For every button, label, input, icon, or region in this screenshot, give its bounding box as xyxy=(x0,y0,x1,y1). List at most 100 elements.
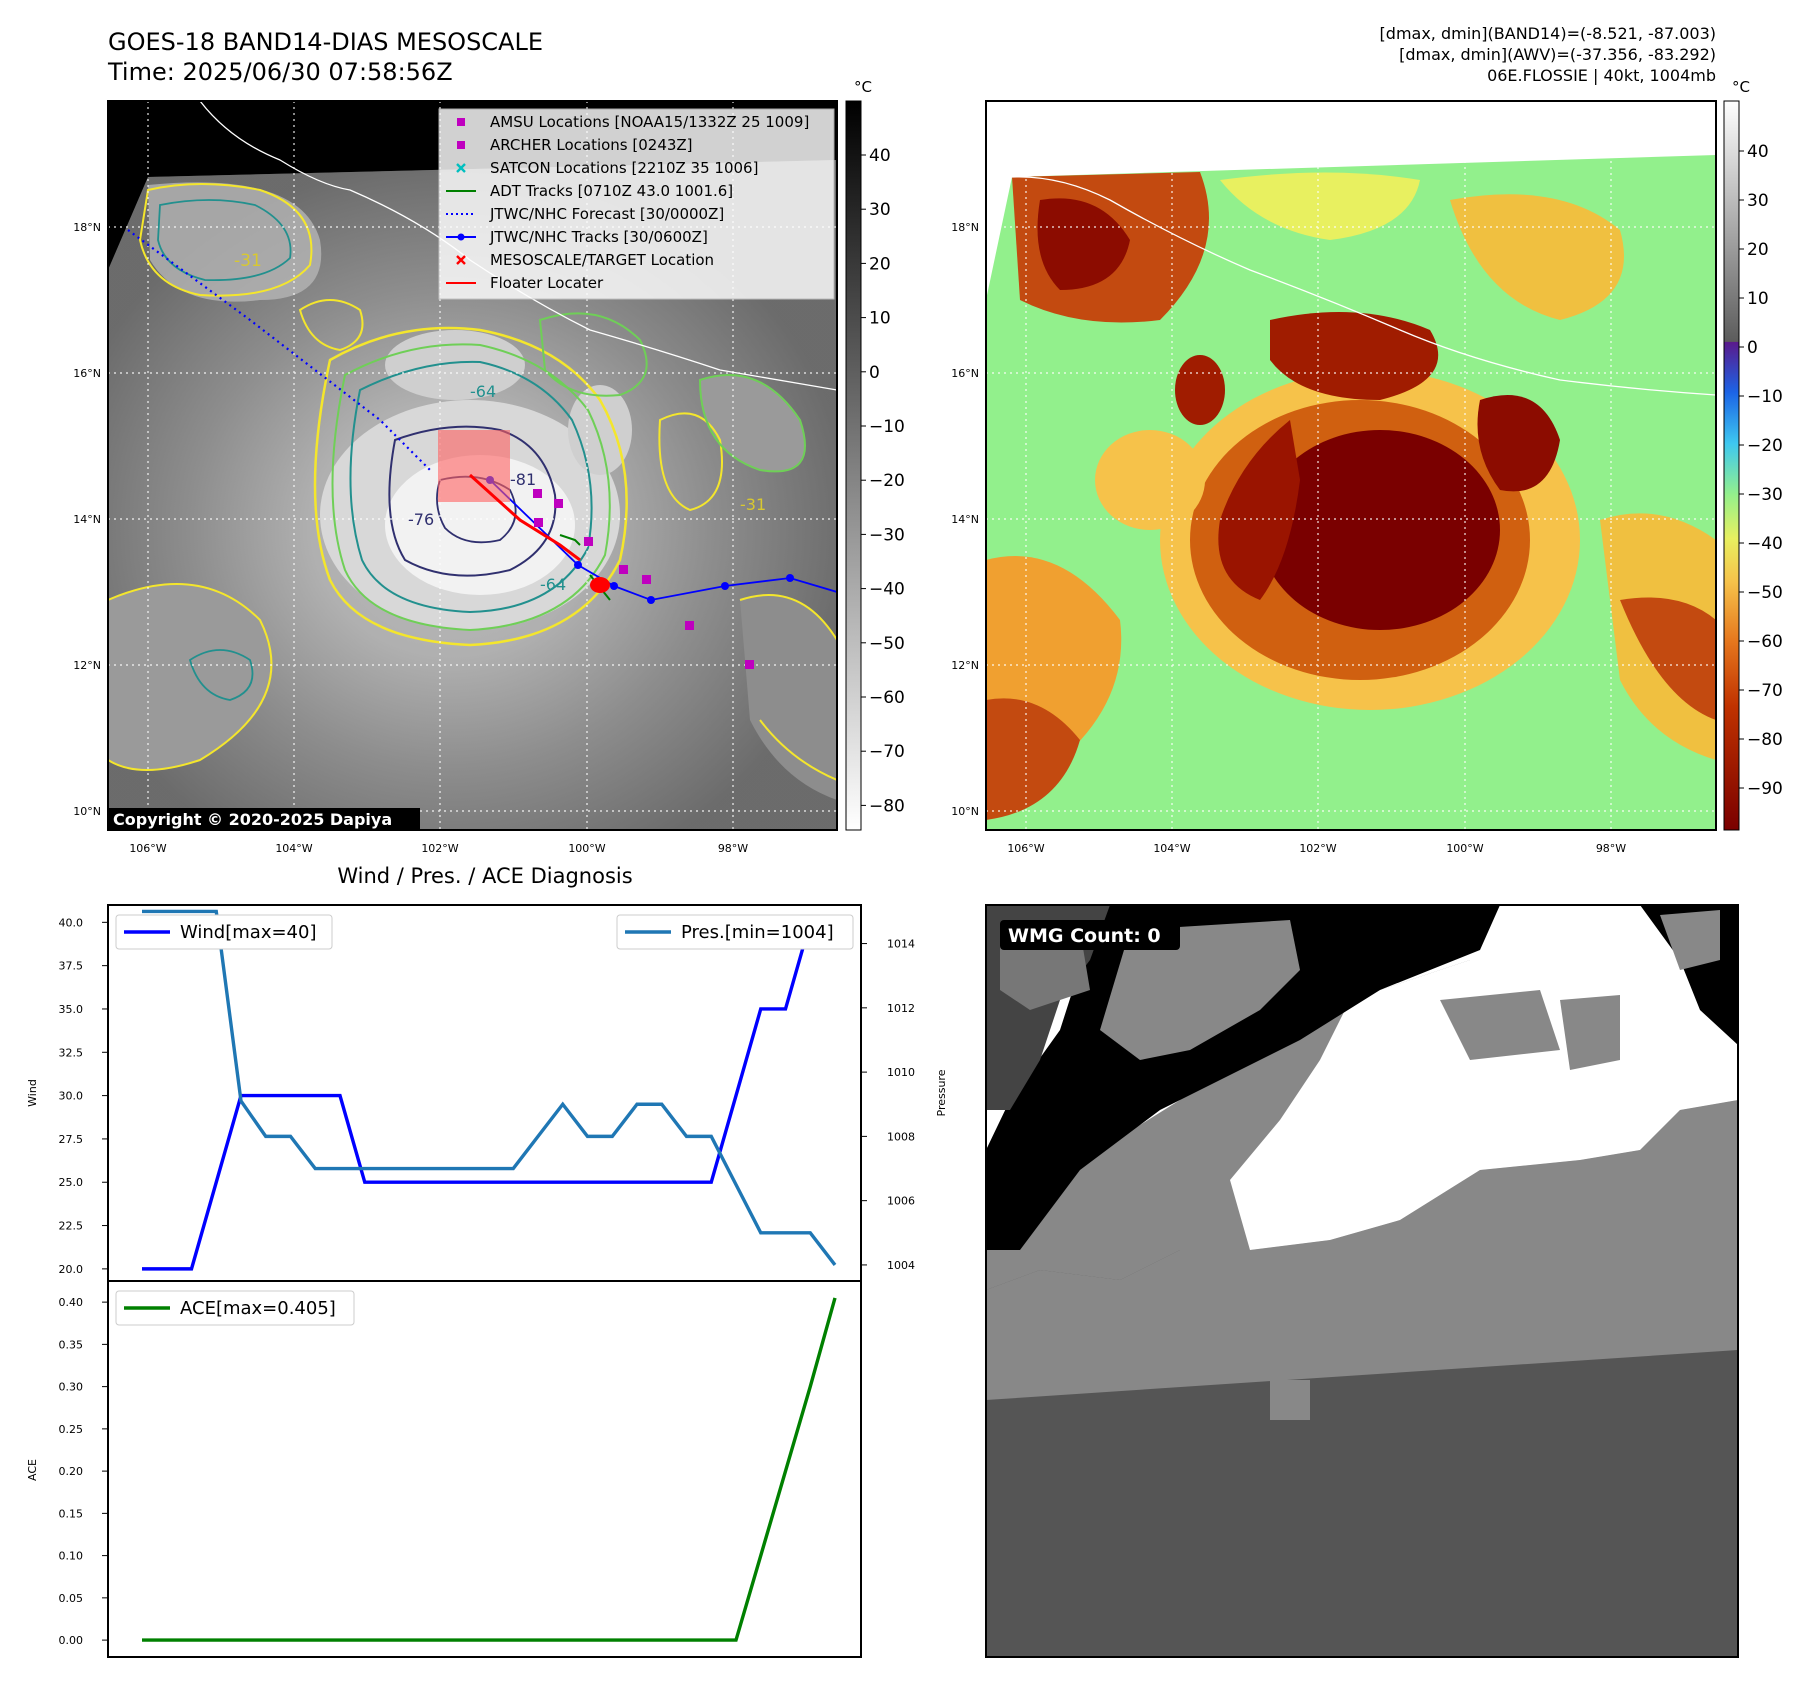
color-colorbar: °C 40 30 20 10 0 −10 −20 −30 −40 −50 −60 −70 −80 −90 xyxy=(1723,78,1783,831)
contour-label: -64 xyxy=(540,575,566,594)
wind-ytick-label: 40.0 xyxy=(59,916,84,929)
lat-label-right: 18°N xyxy=(951,221,979,234)
legend-label: ADT Tracks [0710Z 43.0 1001.6] xyxy=(490,182,733,200)
pressure-ytick-label: 1004 xyxy=(887,1259,915,1272)
gray-colorbar-label: 0 xyxy=(869,363,880,383)
legend-label: AMSU Locations [NOAA15/1332Z 25 1009] xyxy=(490,113,809,131)
wind-legend-box xyxy=(115,914,333,950)
wind-pressure-chart: Wind Pressure 20.0 22.5 25.0 27.5 30.0 32.5 35… xyxy=(26,904,948,1282)
ir-color-map xyxy=(985,100,1717,831)
ace-chart: ACE 0.00 0.05 0.10 0.15 0.20 0.25 0.30 0.35 0.40… xyxy=(26,1280,862,1658)
lon-label-left: 98°W xyxy=(718,842,748,855)
wind-ytick-label: 30.0 xyxy=(59,1090,84,1103)
pressure-series-line xyxy=(142,909,837,1266)
info-band14: [dmax, dmin](BAND14)=(-8.521, -87.003) xyxy=(1380,24,1716,43)
contour-label: -31 xyxy=(740,495,766,514)
color-colorbar-label: −80 xyxy=(1747,730,1783,750)
ace-ytick-label: 0.25 xyxy=(59,1423,84,1436)
wind-ytick-label: 27.5 xyxy=(59,1133,84,1146)
legend-marker xyxy=(456,163,466,173)
legend-label: ARCHER Locations [0243Z] xyxy=(490,136,693,154)
lon-label-left: 102°W xyxy=(421,842,458,855)
legend-marker-dot xyxy=(457,233,465,241)
lon-label-right: 98°W xyxy=(1596,842,1626,855)
wind-ytick-label: 37.5 xyxy=(59,960,84,973)
legend-label: Floater Locater xyxy=(490,274,604,292)
pressure-ytick-label: 1008 xyxy=(887,1130,915,1143)
floater-box xyxy=(438,430,510,502)
contour-label: -31 xyxy=(234,251,262,271)
color-colorbar-unit: °C xyxy=(1732,78,1750,96)
ace-ytick-label: 0.40 xyxy=(59,1296,84,1309)
color-colorbar-label: 10 xyxy=(1747,289,1769,309)
copyright-text: Copyright © 2020-2025 Dapiya xyxy=(113,810,392,829)
ace-axis-label: ACE xyxy=(26,1459,39,1481)
lat-label-left: 10°N xyxy=(73,805,101,818)
legend-marker xyxy=(457,118,465,126)
figure-time: Time: 2025/06/30 07:58:56Z xyxy=(107,58,453,86)
map-tick-labels: 18°N 18°N 16°N 16°N 14°N 14°N 12°N 12°N 10°N 10°N… xyxy=(73,221,1626,855)
color-colorbar-label: 20 xyxy=(1747,240,1769,260)
info-storm: 06E.FLOSSIE | 40kt, 1004mb xyxy=(1487,66,1716,85)
color-colorbar-label: −50 xyxy=(1747,583,1783,603)
diagnosis-title: Wind / Pres. / ACE Diagnosis xyxy=(337,864,632,888)
ace-ytick-label: 0.30 xyxy=(59,1381,84,1394)
legend-marker xyxy=(457,141,465,149)
ace-series-line xyxy=(142,1297,837,1642)
lat-label-right: 16°N xyxy=(951,367,979,380)
gray-colorbar-label: 10 xyxy=(869,309,891,329)
gray-colorbar-unit: °C xyxy=(854,78,872,96)
wind-ytick-label: 25.0 xyxy=(59,1176,84,1189)
color-colorbar-label: −90 xyxy=(1747,779,1783,799)
pressure-axis-label: Pressure xyxy=(935,1069,948,1116)
ace-legend-box xyxy=(115,1290,355,1326)
color-colorbar-label: −30 xyxy=(1747,485,1783,505)
gray-colorbar-label: −10 xyxy=(869,417,905,437)
pressure-legend-label: Pres.[min=1004] xyxy=(681,922,834,943)
gray-colorbar-label: −60 xyxy=(869,688,905,708)
ir-grayscale-map: -31 -64 -76 -81 -31 -64 AMSU Locations [… xyxy=(107,100,838,831)
info-awv: [dmax, dmin](AWV)=(-37.356, -83.292) xyxy=(1399,45,1716,64)
ace-legend-label: ACE[max=0.405] xyxy=(180,1298,336,1319)
gray-colorbar: °C 40 30 20 10 0 −10 −20 −30 −40 −50 −60 −70 −80 xyxy=(845,78,905,831)
lon-label-right: 104°W xyxy=(1153,842,1190,855)
color-colorbar-label: −60 xyxy=(1747,632,1783,652)
lat-label-left: 12°N xyxy=(73,659,101,672)
amsu-markers xyxy=(533,489,754,669)
ace-ytick-label: 0.20 xyxy=(59,1465,84,1478)
lon-label-left: 100°W xyxy=(568,842,605,855)
pressure-ytick-label: 1012 xyxy=(887,1002,915,1015)
gray-colorbar-label: −30 xyxy=(869,525,905,545)
legend-label: JTWC/NHC Tracks [30/0600Z] xyxy=(489,228,708,246)
lat-label-right: 12°N xyxy=(951,659,979,672)
lat-label-left: 18°N xyxy=(73,221,101,234)
wmg-panel: WMG Count: 0 xyxy=(985,904,1739,1658)
lon-label-right: 106°W xyxy=(1007,842,1044,855)
lat-label-left: 14°N xyxy=(73,513,101,526)
legend-label: MESOSCALE/TARGET Location xyxy=(490,251,714,269)
wind-ytick-label: 32.5 xyxy=(59,1046,84,1059)
gray-colorbar-label: −80 xyxy=(869,796,905,816)
ace-ytick-label: 0.00 xyxy=(59,1634,84,1647)
color-colorbar-label: 30 xyxy=(1747,191,1769,211)
lon-label-left: 104°W xyxy=(275,842,312,855)
color-colorbar-label: 40 xyxy=(1747,142,1769,162)
gray-colorbar-label: −70 xyxy=(869,742,905,762)
wind-legend-label: Wind[max=40] xyxy=(180,922,317,943)
wind-ytick-label: 22.5 xyxy=(59,1220,84,1233)
lat-label-right: 14°N xyxy=(951,513,979,526)
lat-label-right: 10°N xyxy=(951,805,979,818)
wind-ytick-label: 20.0 xyxy=(59,1263,84,1276)
pressure-ytick-label: 1006 xyxy=(887,1195,915,1208)
pressure-ytick-label: 1014 xyxy=(887,938,915,951)
color-colorbar-label: −20 xyxy=(1747,436,1783,456)
gray-colorbar-label: −50 xyxy=(869,634,905,654)
map-legend: AMSU Locations [NOAA15/1332Z 25 1009] ARC… xyxy=(438,108,835,300)
gray-colorbar-label: 40 xyxy=(869,146,891,166)
contour-label: -76 xyxy=(408,510,434,529)
wind-axis-label: Wind xyxy=(26,1079,39,1107)
legend-label: JTWC/NHC Forecast [30/0000Z] xyxy=(489,205,724,223)
color-colorbar-label: 0 xyxy=(1747,338,1758,358)
color-colorbar-label: −10 xyxy=(1747,387,1783,407)
lon-label-left: 106°W xyxy=(129,842,166,855)
